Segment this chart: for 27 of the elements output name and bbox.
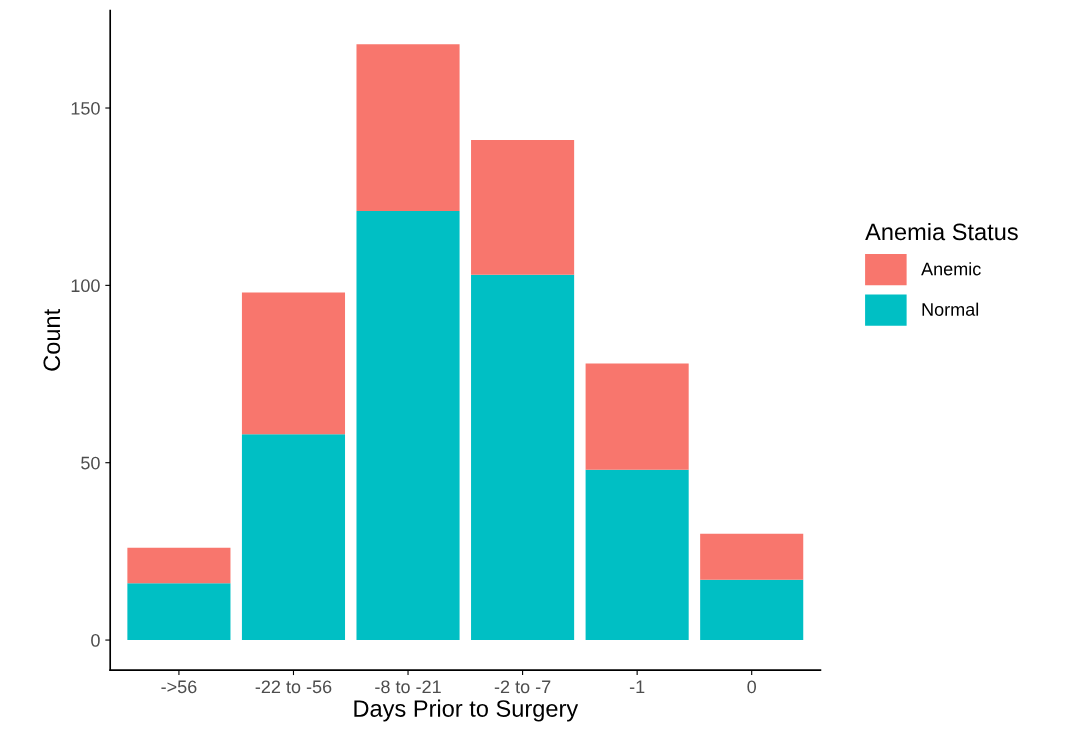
x-axis-title: Days Prior to Surgery xyxy=(354,699,579,722)
x-tick-label: ->56 xyxy=(161,680,197,694)
bar xyxy=(241,434,346,641)
bar xyxy=(585,363,689,470)
y-tick-label: 150 xyxy=(71,101,100,115)
y-axis-title: Count xyxy=(43,309,61,371)
bar xyxy=(585,469,689,641)
bar xyxy=(241,292,346,435)
bar xyxy=(127,547,231,584)
bar xyxy=(356,44,460,211)
legend-title: Anemia Status xyxy=(865,222,1018,241)
x-tick-label: 0 xyxy=(747,680,757,694)
legend-label: Normal xyxy=(922,302,979,316)
bar xyxy=(127,583,231,641)
bar xyxy=(356,210,460,641)
y-tick-label: 100 xyxy=(71,279,100,293)
x-tick-label: -1 xyxy=(629,680,645,694)
legend-label: Anemic xyxy=(921,262,981,276)
y-tick-label: 0 xyxy=(91,633,100,647)
bar xyxy=(471,139,575,275)
y-tick-label: 50 xyxy=(81,456,100,470)
x-tick-label: -8 to -21 xyxy=(375,680,441,694)
x-tick-label: -22 to -56 xyxy=(255,680,332,694)
x-tick-label: -2 to -7 xyxy=(494,680,551,694)
bar xyxy=(471,274,575,641)
bar xyxy=(700,533,804,580)
bar xyxy=(700,579,804,641)
